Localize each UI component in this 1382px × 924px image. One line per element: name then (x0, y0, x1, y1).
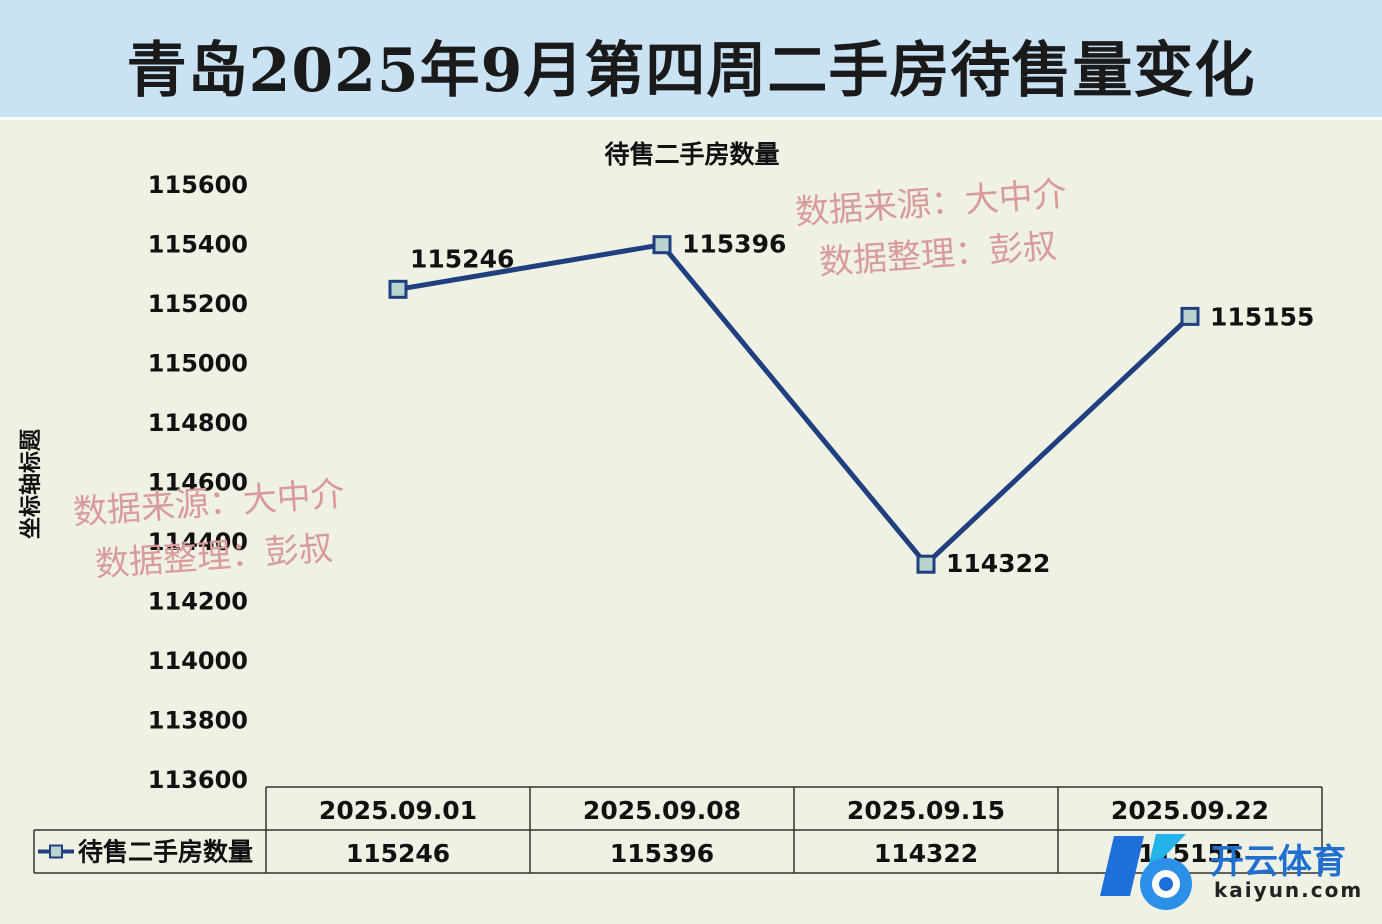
logo-name: 开云体育 (1210, 842, 1346, 882)
legend-label: 待售二手房数量 (78, 838, 253, 867)
data-point-marker (916, 554, 936, 574)
y-tick-label: 114400 (148, 528, 248, 556)
logo-mark-icon (1100, 834, 1192, 910)
table-value-cell: 114322 (874, 839, 978, 868)
y-tick-label: 114200 (148, 588, 248, 616)
table-value-cell: 115246 (346, 839, 450, 868)
data-point-marker (388, 279, 408, 299)
y-tick-label: 115200 (148, 290, 248, 318)
data-label: 115246 (410, 244, 514, 273)
series-line (397, 242, 1192, 567)
y-tick-label: 115400 (148, 231, 248, 259)
series-line-group: 115246 115396 114322 115155 (388, 230, 1314, 578)
table-category-cell: 2025.09.01 (319, 796, 477, 825)
title-banner: 青岛2025年9月第四周二手房待售量变化 (0, 0, 1382, 120)
y-tick-label: 113600 (148, 766, 248, 794)
watermark-source-text: 数据来源：大中介 (794, 174, 1068, 233)
page-title: 青岛2025年9月第四周二手房待售量变化 (126, 36, 1256, 106)
table-category-cell: 2025.09.08 (583, 796, 741, 825)
data-label: 115396 (682, 230, 786, 259)
table-value-cell: 115396 (610, 839, 714, 868)
y-tick-label: 113800 (148, 707, 248, 735)
data-table: 2025.09.01 2025.09.08 2025.09.15 2025.09.22… (33, 786, 1323, 874)
line-chart: 待售二手房数量 坐标轴标题 11560011540011520011500011… (18, 140, 1323, 874)
watermark-editor-text: 数据整理：彭叔 (94, 528, 334, 585)
chart-title: 待售二手房数量 (604, 140, 779, 169)
table-category-cell: 2025.09.22 (1111, 796, 1269, 825)
legend-marker (49, 844, 63, 859)
y-tick-label: 115600 (148, 171, 248, 199)
data-point-marker (1180, 306, 1200, 326)
y-tick-label: 114600 (148, 469, 248, 497)
y-tick-label: 115000 (148, 350, 248, 378)
y-tick-label: 114800 (148, 409, 248, 437)
data-label: 115155 (1210, 302, 1314, 331)
y-axis-label: 坐标轴标题 (18, 428, 44, 539)
watermark-top-right: 数据来源：大中介 数据整理：彭叔 (794, 174, 1068, 283)
chart-area: 待售二手房数量 坐标轴标题 115600 115400 115200 115000 11… (0, 120, 1382, 924)
logo-url: kaiyun.com (1214, 878, 1364, 902)
watermark-editor-text: 数据整理：彭叔 (818, 226, 1058, 283)
table-category-cell: 2025.09.15 (847, 796, 1005, 825)
y-tick-label: 114000 (148, 647, 248, 675)
data-label: 114322 (946, 549, 1050, 578)
brand-logo: 开云体育 kaiyun.com (1100, 826, 1370, 916)
data-point-marker (652, 235, 672, 255)
watermark-source-text: 数据来源：大中介 (72, 474, 346, 533)
y-axis-ticks: 115600 115400 115200 115000 114800 114600 1144… (148, 171, 248, 794)
